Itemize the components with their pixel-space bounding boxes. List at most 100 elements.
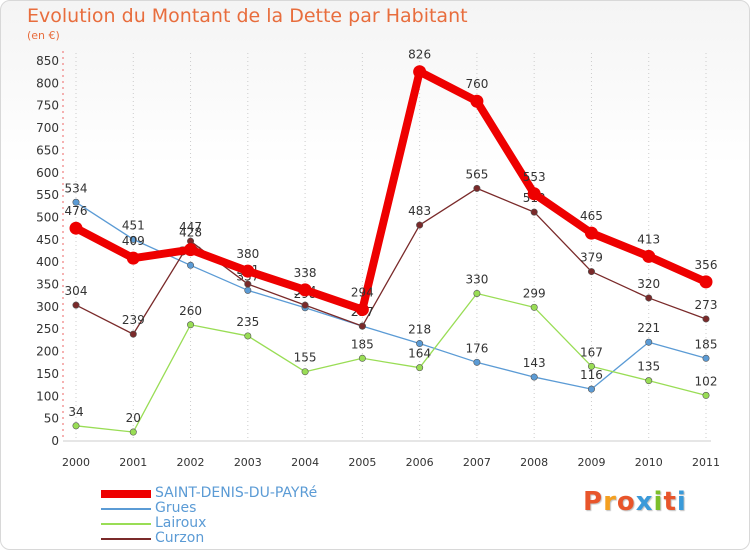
data-label-lairoux: 155	[294, 351, 317, 365]
data-point-saint-denis-du-payr	[298, 283, 312, 297]
data-label-saint-denis-du-payr: 553	[523, 170, 546, 184]
data-point-grues	[244, 286, 252, 294]
data-point-grues	[187, 261, 195, 269]
proxiti-logo: Proxiti	[583, 487, 687, 517]
data-label-curzon: 565	[465, 167, 488, 181]
data-point-grues	[129, 235, 137, 243]
data-point-grues	[587, 385, 595, 393]
legend-label-lairoux: Lairoux	[155, 515, 207, 531]
data-label-saint-denis-du-payr: 294	[351, 286, 374, 300]
data-point-curzon	[473, 184, 481, 192]
logo-letter: r	[603, 487, 617, 517]
data-point-lairoux	[416, 364, 424, 372]
data-label-curzon: 239	[122, 313, 145, 327]
data-point-curzon	[416, 221, 424, 229]
data-label-curzon: 304	[65, 284, 88, 298]
legend-label-saint-denis: SAINT-DENIS-DU-PAYRé	[155, 485, 318, 501]
series-line-saint-denis-du-payr	[72, 67, 710, 314]
y-tick-label: 50	[44, 412, 59, 426]
x-tick-label: 2003	[234, 456, 262, 469]
logo-letter: o	[616, 487, 636, 517]
data-point-grues	[72, 198, 80, 206]
data-point-saint-denis-du-payr	[241, 264, 255, 278]
x-tick-label: 2006	[406, 456, 434, 469]
data-point-grues	[645, 338, 653, 346]
data-point-lairoux	[301, 368, 309, 376]
data-point-saint-denis-du-payr	[184, 243, 198, 257]
data-point-lairoux	[645, 377, 653, 385]
data-point-lairoux	[702, 391, 710, 399]
data-point-saint-denis-du-payr	[527, 187, 541, 201]
y-tick-label: 350	[36, 278, 59, 292]
y-tick-label: 150	[36, 367, 59, 381]
data-label-lairoux: 164	[408, 347, 431, 361]
data-label-grues: 116	[580, 368, 603, 382]
data-point-saint-denis-du-payr	[699, 275, 713, 289]
data-label-lairoux: 135	[637, 360, 660, 374]
data-point-saint-denis-du-payr	[69, 221, 83, 235]
data-label-curzon: 379	[580, 251, 603, 265]
x-tick-label: 2004	[291, 456, 319, 469]
data-point-curzon	[530, 208, 538, 216]
legend-swatch-curzon	[101, 537, 151, 540]
y-tick-label: 300	[36, 300, 59, 314]
data-point-curzon	[358, 322, 366, 330]
data-point-lairoux	[358, 354, 366, 362]
data-label-lairoux: 235	[236, 315, 259, 329]
data-point-curzon	[244, 280, 252, 288]
y-tick-label: 750	[36, 99, 59, 113]
data-label-curzon: 483	[408, 204, 431, 218]
data-label-lairoux: 260	[179, 304, 202, 318]
data-point-lairoux	[587, 362, 595, 370]
data-label-curzon: 320	[637, 277, 660, 291]
series-line-grues	[75, 201, 707, 390]
y-tick-label: 600	[36, 166, 59, 180]
data-point-lairoux	[72, 422, 80, 430]
y-tick-label: 700	[36, 121, 59, 135]
data-label-grues: 185	[695, 337, 718, 351]
logo-letter: i	[653, 487, 664, 517]
data-label-grues: 451	[122, 218, 145, 232]
logo-letter: x	[635, 487, 654, 517]
data-label-saint-denis-du-payr: 465	[580, 209, 603, 223]
data-label-saint-denis-du-payr: 356	[695, 258, 718, 272]
data-point-grues	[702, 354, 710, 362]
data-label-grues: 534	[65, 181, 88, 195]
data-label-curzon: 273	[695, 298, 718, 312]
data-label-saint-denis-du-payr: 338	[294, 266, 317, 280]
y-tick-label: 400	[36, 255, 59, 269]
data-label-lairoux: 102	[695, 374, 718, 388]
data-label-saint-denis-du-payr: 476	[65, 204, 88, 218]
data-point-curzon	[702, 315, 710, 323]
x-tick-label: 2000	[62, 456, 90, 469]
y-tick-label: 0	[51, 434, 59, 448]
x-tick-label: 2011	[692, 456, 720, 469]
y-tick-label: 550	[36, 188, 59, 202]
logo-letter: i	[676, 487, 687, 517]
data-point-saint-denis-du-payr	[642, 249, 656, 263]
x-tick-label: 2005	[348, 456, 376, 469]
data-point-saint-denis-du-payr	[470, 94, 484, 108]
data-label-saint-denis-du-payr: 413	[637, 232, 660, 246]
y-tick-label: 200	[36, 345, 59, 359]
x-tick-label: 2007	[463, 456, 491, 469]
data-label-grues: 176	[465, 341, 488, 355]
y-tick-label: 250	[36, 322, 59, 336]
x-tick-label: 2008	[520, 456, 548, 469]
data-label-grues: 143	[523, 356, 546, 370]
data-point-lairoux	[530, 303, 538, 311]
data-point-lairoux	[473, 289, 481, 297]
x-tick-label: 2009	[577, 456, 605, 469]
data-label-lairoux: 299	[523, 286, 546, 300]
legend-label-grues: Grues	[155, 500, 197, 516]
data-point-grues	[416, 340, 424, 348]
y-axis-unit: (en €)	[27, 29, 60, 42]
data-label-lairoux: 167	[580, 345, 603, 359]
data-point-saint-denis-du-payr	[413, 65, 427, 79]
y-tick-label: 650	[36, 143, 59, 157]
data-label-grues: 218	[408, 323, 431, 337]
data-point-grues	[530, 373, 538, 381]
data-point-grues	[473, 358, 481, 366]
